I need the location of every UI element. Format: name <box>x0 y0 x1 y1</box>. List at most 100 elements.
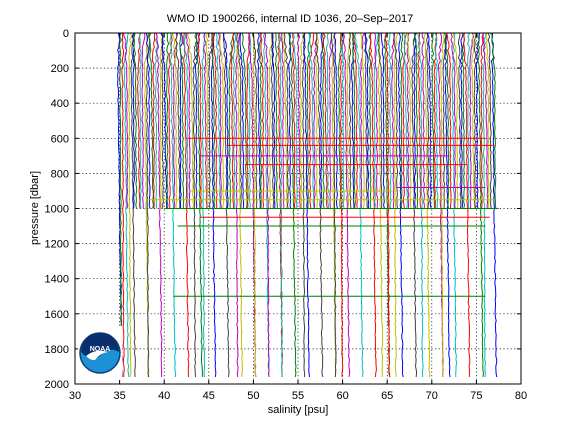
logo-text: NOAA <box>90 346 111 353</box>
x-tick-label: 50 <box>247 390 259 402</box>
profile-line <box>411 32 418 378</box>
profile-line <box>123 32 130 378</box>
profile-line <box>281 32 288 209</box>
y-tick-label: 1600 <box>45 309 69 321</box>
profile-line <box>406 32 410 209</box>
profile-line <box>405 32 412 209</box>
profile-line <box>160 32 168 209</box>
profile-line <box>351 32 356 209</box>
y-tick-label: 800 <box>51 168 69 180</box>
profile-line <box>482 33 487 378</box>
y-axis-title: pressure [dbar] <box>29 171 41 245</box>
profile-line <box>308 32 315 209</box>
profile-line <box>179 32 185 209</box>
profile-line <box>330 32 337 378</box>
y-tick-label: 400 <box>51 98 69 110</box>
x-tick-label: 70 <box>426 390 438 402</box>
profile-line <box>166 32 170 209</box>
profile-line <box>236 32 243 378</box>
profile-line <box>421 32 425 209</box>
profile-line <box>145 32 151 209</box>
y-tick-label: 0 <box>63 28 69 40</box>
profile-line <box>278 32 284 378</box>
profile-line <box>369 32 377 378</box>
profile-line <box>301 32 306 378</box>
profile-line <box>426 32 430 209</box>
profile-line <box>414 32 419 209</box>
profile-line <box>274 32 278 209</box>
profile-line <box>246 32 251 209</box>
y-tick-label: 2000 <box>45 379 69 391</box>
profile-line <box>364 32 368 209</box>
profile-line <box>195 32 201 209</box>
profile-line <box>403 32 409 209</box>
profile-line <box>485 32 490 209</box>
profile-line <box>333 32 338 209</box>
profile-line <box>268 32 273 209</box>
profile-line <box>306 32 311 209</box>
profile-line <box>471 32 475 209</box>
profile-line <box>241 32 248 209</box>
chart-title: WMO ID 1900266, internal ID 1036, 20–Sep… <box>167 13 413 25</box>
profile-line <box>328 32 333 209</box>
profile-line <box>364 32 370 209</box>
profile-line <box>203 32 208 209</box>
y-tick-labels: 0 200 400 600 800 1000 1200 1400 1600 1800 2000 <box>45 28 69 391</box>
profile-line <box>490 32 498 378</box>
profile-line <box>271 32 276 209</box>
profile-line <box>423 32 431 378</box>
profile-line <box>260 32 265 209</box>
profile-line <box>169 32 177 378</box>
profile-line <box>434 32 439 209</box>
profile-line <box>197 32 202 209</box>
profile-line <box>473 33 477 209</box>
profile-line <box>159 32 164 209</box>
profile-line <box>459 32 464 209</box>
profile-line <box>342 32 351 378</box>
x-tick-labels: 30 35 40 45 50 55 60 65 70 75 80 <box>69 390 527 402</box>
profile-line <box>230 32 235 209</box>
profile-line <box>160 32 165 209</box>
profile-line <box>339 32 344 378</box>
logo-bird <box>86 350 108 361</box>
profile-line <box>192 32 198 378</box>
profile-line <box>417 32 422 209</box>
profile-line <box>427 32 432 209</box>
profile-line <box>377 32 383 209</box>
profile-line <box>208 32 214 209</box>
profile-line <box>138 32 142 209</box>
profile-line <box>217 32 222 209</box>
plot-area <box>74 32 522 385</box>
profile-line <box>258 32 263 209</box>
profile-line <box>183 32 189 209</box>
profile-line <box>452 32 459 209</box>
profile-line <box>210 32 217 378</box>
profile-line <box>399 32 404 209</box>
profile-line <box>201 32 206 378</box>
profile-line <box>121 32 125 378</box>
profile-line <box>354 32 364 378</box>
profile-line <box>251 32 258 209</box>
profile-line <box>368 32 372 209</box>
profile-line <box>292 32 298 209</box>
profile-line <box>374 32 379 209</box>
profile-line <box>451 32 458 378</box>
profile-line <box>151 32 156 209</box>
tick-layer <box>74 32 522 385</box>
profile-line <box>391 32 396 209</box>
profile-line <box>185 32 191 209</box>
profile-line <box>480 32 485 209</box>
profile-line <box>194 32 203 377</box>
profile-line <box>264 32 270 378</box>
profile-line <box>148 32 154 209</box>
profile-line <box>128 32 133 378</box>
profile-layer <box>117 32 499 378</box>
profile-line <box>442 32 448 209</box>
x-axis-title: salinity [psu] <box>268 404 329 416</box>
profile-line <box>402 32 408 209</box>
profile-line <box>315 33 324 378</box>
profile-line <box>239 32 245 209</box>
profile-line <box>489 32 497 209</box>
profile-line <box>256 32 261 209</box>
